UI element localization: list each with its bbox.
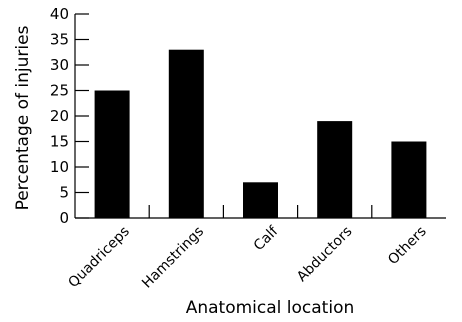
x-category-label: Hamstrings	[139, 224, 207, 292]
y-tick-label: 30	[50, 56, 69, 74]
y-tick-label: 25	[50, 82, 69, 100]
bar-calf	[243, 182, 278, 218]
y-tick-label: 0	[59, 209, 69, 227]
y-tick-label: 35	[50, 31, 69, 49]
x-category-label: Abductors	[294, 224, 356, 286]
y-axis-title: Percentage of injuries	[13, 25, 33, 210]
bars	[94, 49, 427, 219]
bar-others	[391, 141, 427, 218]
y-axis: 0 5 10 15 20 25 30 35 40	[50, 5, 89, 227]
bar-quadriceps	[94, 90, 130, 218]
x-category-label: Others	[385, 224, 430, 269]
bar-hamstrings	[168, 49, 204, 219]
y-tick-label: 20	[50, 107, 69, 125]
y-tick-label: 10	[50, 158, 69, 176]
y-tick-label: 5	[59, 184, 69, 202]
bar-abductors	[317, 121, 353, 218]
x-category-label: Calf	[251, 223, 282, 254]
y-tick-label: 15	[50, 133, 69, 151]
x-category-label: Quadriceps	[65, 224, 133, 292]
y-tick-label: 40	[50, 5, 69, 23]
x-axis-title: Anatomical location	[186, 298, 355, 318]
